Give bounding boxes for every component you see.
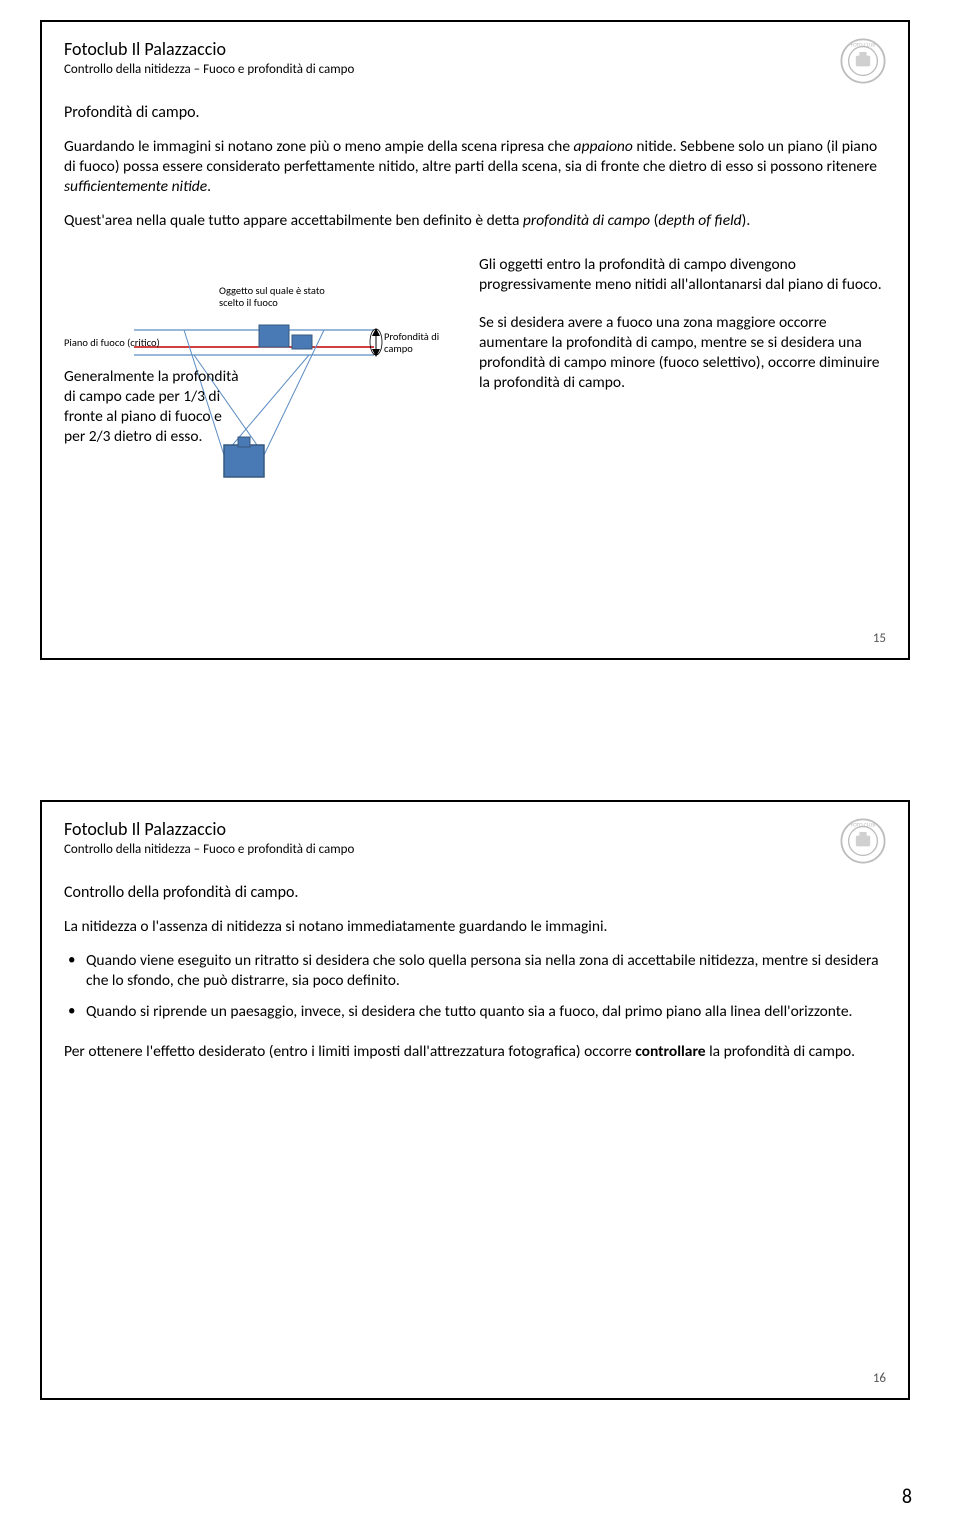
header-subtitle: Controllo della nitidezza – Fuoco e prof… — [64, 62, 886, 77]
svg-text:FOTO·CLUB: FOTO·CLUB — [851, 43, 876, 49]
slide-15: Fotoclub Il Palazzaccio Controllo della … — [40, 20, 910, 660]
label-plane: Piano di fuoco (critico) — [64, 337, 194, 349]
slide-16: Fotoclub Il Palazzaccio Controllo della … — [40, 800, 910, 1400]
list-item: Quando si riprende un paesaggio, invece,… — [64, 1002, 886, 1022]
svg-text:FOTO·CLUB: FOTO·CLUB — [851, 823, 876, 829]
header-subtitle: Controllo della nitidezza – Fuoco e prof… — [64, 842, 886, 857]
club-logo-icon: FOTO·CLUB — [836, 34, 890, 88]
bullet-list: Quando viene eseguito un ritratto si des… — [64, 951, 886, 1021]
header-title: Fotoclub Il Palazzaccio — [64, 38, 886, 60]
t-bold: controllare — [635, 1042, 705, 1061]
col-left: Oggetto sul quale è stato scelto il fuoc… — [64, 255, 459, 485]
section-title-16: Controllo della profondità di campo. — [64, 883, 886, 903]
t: Quest'area nella quale tutto appare acce… — [64, 211, 523, 230]
label-dof: Profondità di campo — [384, 331, 454, 355]
t: ). — [742, 211, 751, 230]
slide-body-16: Controllo della profondità di campo. La … — [42, 861, 908, 1084]
slide-header: Fotoclub Il Palazzaccio Controllo della … — [42, 22, 908, 81]
t: . — [207, 177, 211, 196]
t-italic: depth of field — [658, 211, 741, 230]
left-caption: Generalmente la profondità di campo cade… — [64, 367, 244, 448]
t-italic: profondità di campo — [523, 211, 650, 230]
para-def: Quest'area nella quale tutto appare acce… — [64, 211, 886, 231]
para-intro: Guardando le immagini si notano zone più… — [64, 137, 886, 196]
label-object: Oggetto sul quale è stato scelto il fuoc… — [219, 285, 339, 309]
slide-number: 16 — [873, 1371, 886, 1386]
header-title: Fotoclub Il Palazzaccio — [64, 818, 886, 840]
t: Per ottenere l'effetto desiderato (entro… — [64, 1042, 635, 1061]
slide-header: Fotoclub Il Palazzaccio Controllo della … — [42, 802, 908, 861]
t-italic: appaiono — [574, 137, 633, 156]
t-italic: sufficientemente nitide — [64, 177, 207, 196]
t: Guardando le immagini si notano zone più… — [64, 137, 574, 156]
right-para1: Gli oggetti entro la profondità di campo… — [479, 255, 886, 295]
col-right: Gli oggetti entro la profondità di campo… — [479, 255, 886, 485]
club-logo-icon: FOTO·CLUB — [836, 814, 890, 868]
t: la profondità di campo. — [706, 1042, 855, 1061]
section-title-15: Profondità di campo. — [64, 103, 886, 123]
list-item: Quando viene eseguito un ritratto si des… — [64, 951, 886, 991]
right-para2: Se si desidera avere a fuoco una zona ma… — [479, 313, 886, 394]
para-1-16: La nitidezza o l'assenza di nitidezza si… — [64, 917, 886, 937]
slide-body-15: Profondità di campo. Guardando le immagi… — [42, 81, 908, 507]
two-column-layout: Oggetto sul quale è stato scelto il fuoc… — [64, 255, 886, 485]
page-number: 8 — [902, 1485, 912, 1509]
slide-number: 15 — [873, 631, 886, 646]
para-2-16: Per ottenere l'effetto desiderato (entro… — [64, 1042, 886, 1062]
